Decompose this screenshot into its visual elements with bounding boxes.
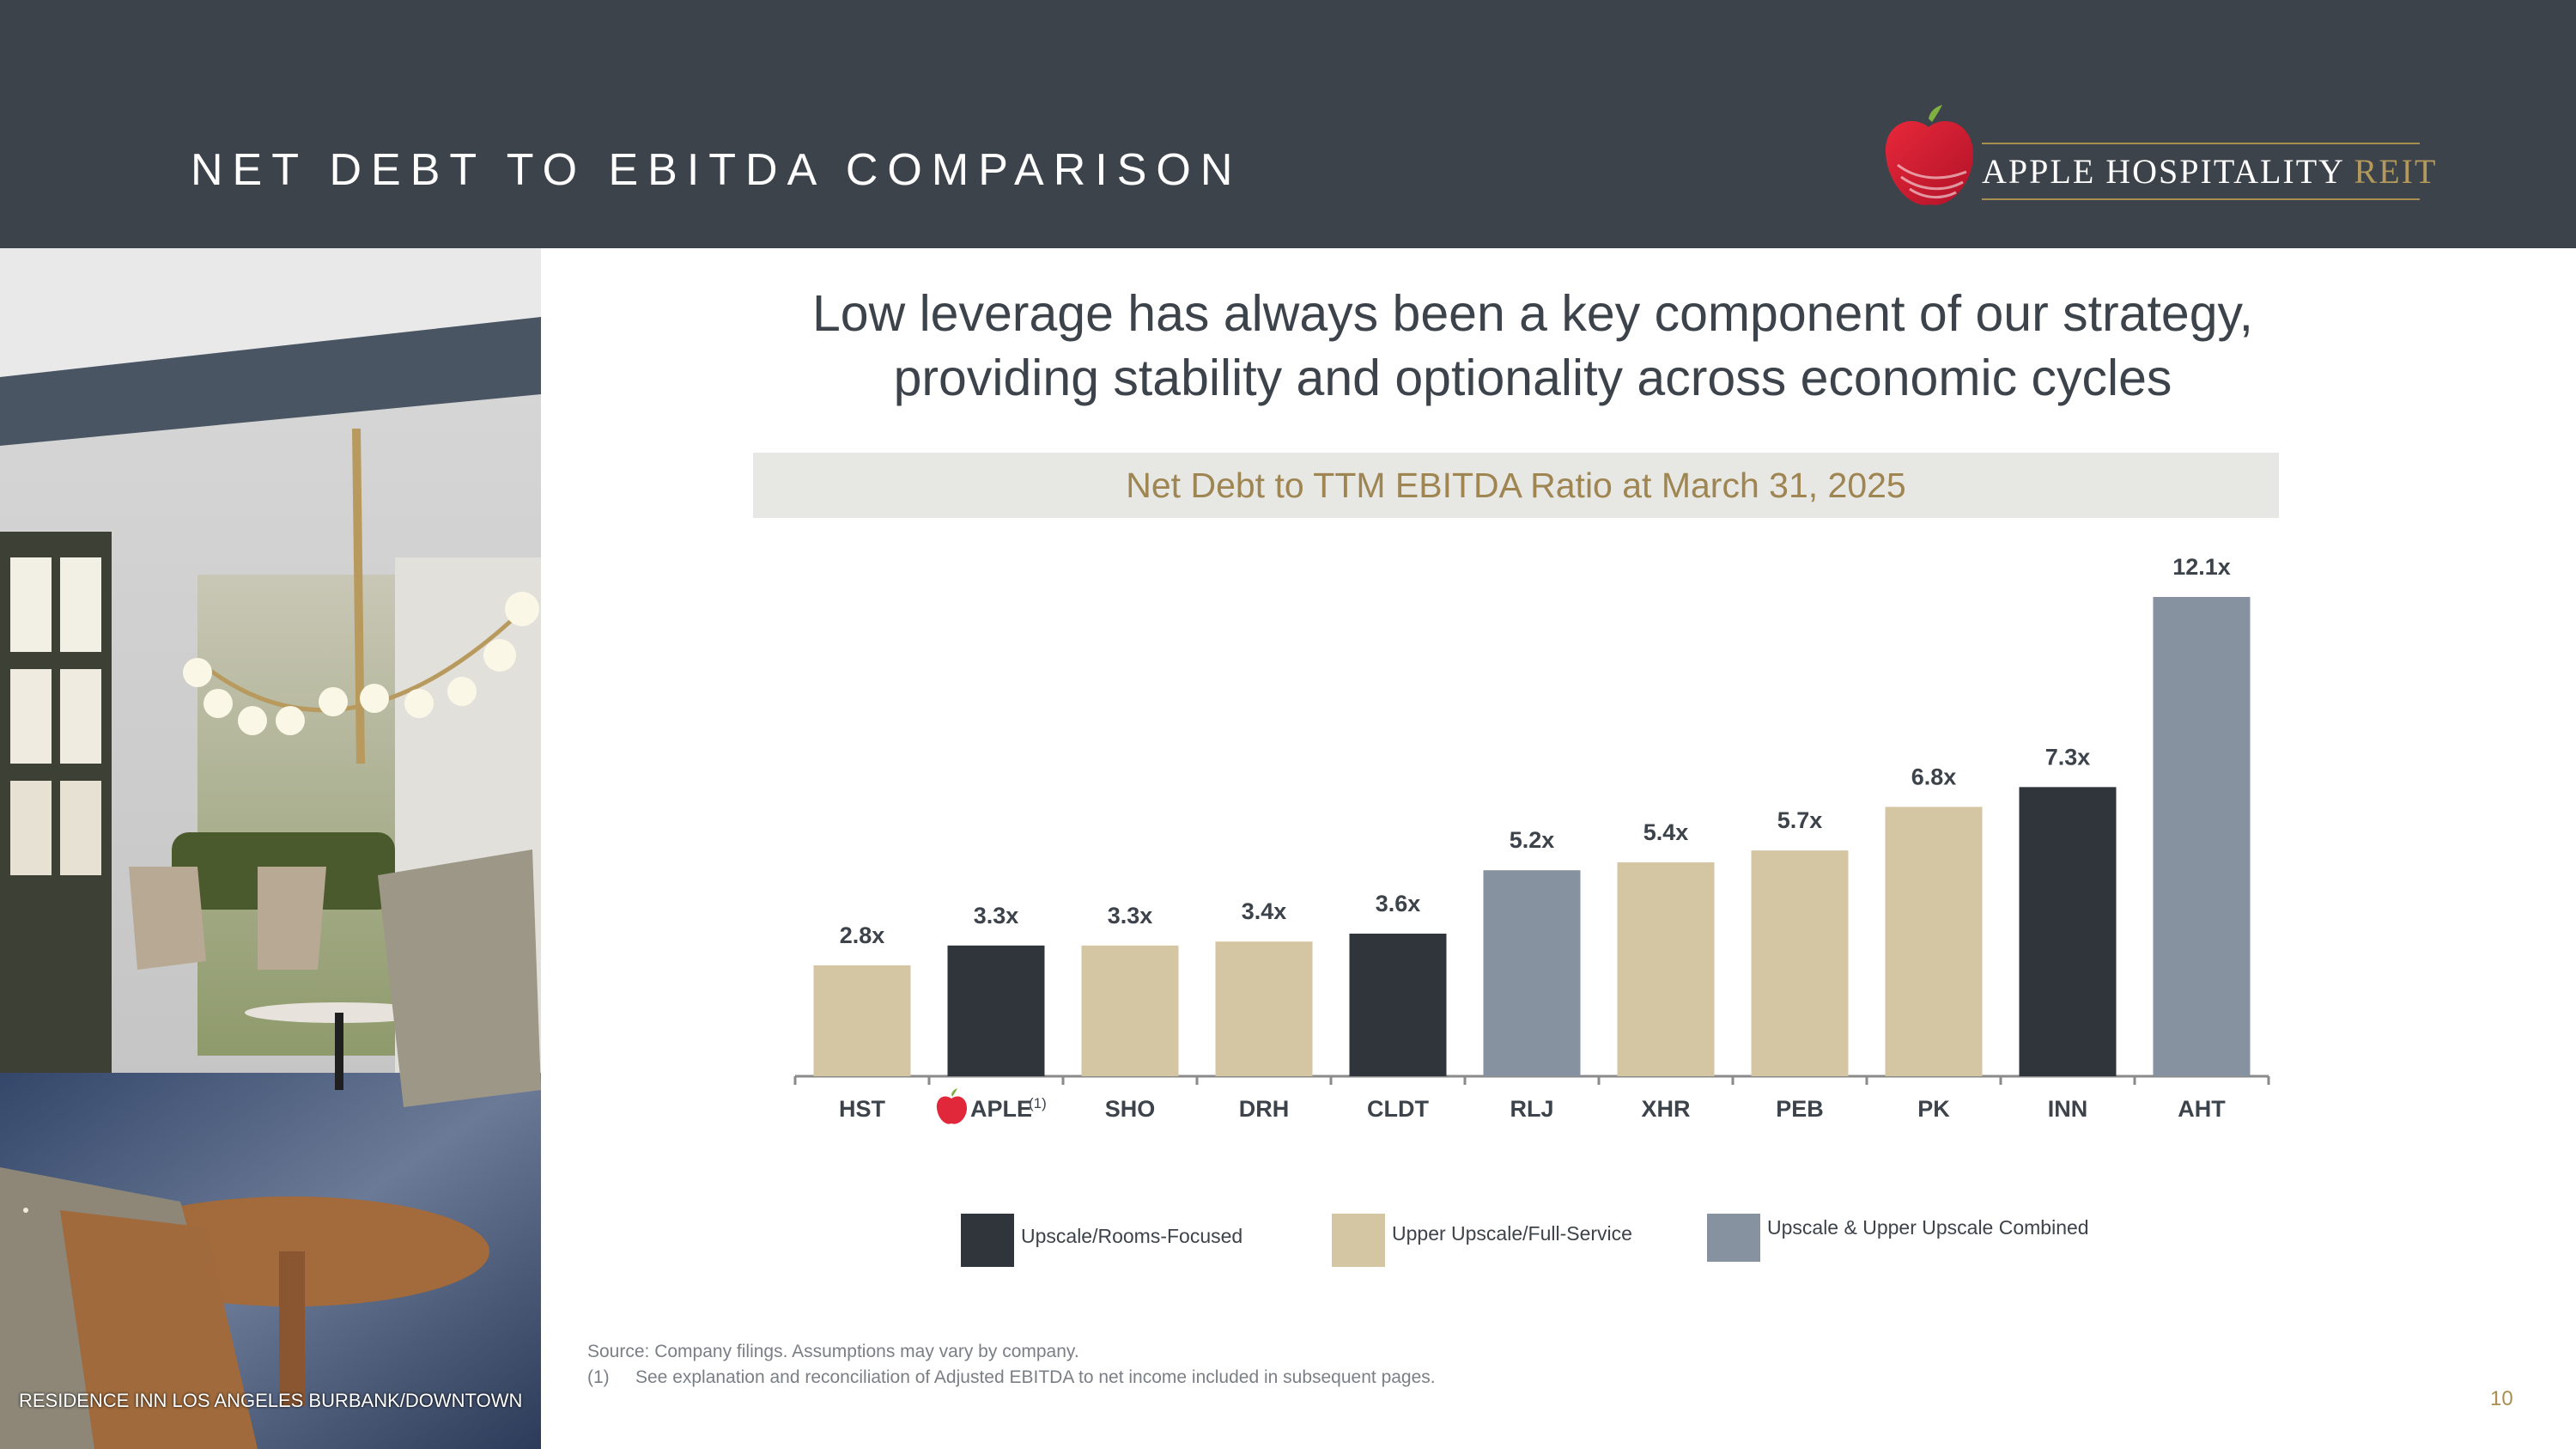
legend-label: Upscale & Upper Upscale Combined bbox=[1767, 1216, 2089, 1239]
data-label: 7.3x bbox=[2045, 744, 2091, 770]
footnote-marker: (1) bbox=[587, 1367, 610, 1387]
page-title: NET DEBT TO EBITDA COMPARISON bbox=[191, 145, 1242, 195]
bar-pk bbox=[1885, 807, 1983, 1076]
data-label: 12.1x bbox=[2172, 554, 2231, 580]
category-label: AHT bbox=[2178, 1096, 2226, 1122]
bar-hst bbox=[813, 965, 911, 1076]
bar-inn bbox=[2019, 787, 2117, 1076]
headline: Low leverage has always been a key compo… bbox=[601, 282, 2464, 411]
headline-line-1: Low leverage has always been a key compo… bbox=[811, 285, 2254, 342]
category-label: CLDT bbox=[1367, 1096, 1429, 1122]
apple-logo-icon bbox=[1885, 105, 1973, 205]
data-label: 3.3x bbox=[974, 903, 1019, 928]
category-label: XHR bbox=[1641, 1096, 1690, 1122]
chart-title: Net Debt to TTM EBITDA Ratio at March 31… bbox=[1126, 466, 1906, 505]
category-label: RLJ bbox=[1510, 1096, 1553, 1122]
chart-title-band: Net Debt to TTM EBITDA Ratio at March 31… bbox=[753, 453, 2279, 518]
bar-xhr bbox=[1617, 861, 1715, 1076]
bar-sho bbox=[1081, 945, 1179, 1076]
data-label: 3.6x bbox=[1376, 891, 1421, 916]
headline-line-2: providing stability and optionality acro… bbox=[893, 350, 2172, 406]
source-note: Source: Company filings. Assumptions may… bbox=[587, 1342, 1079, 1361]
logo-rule-bottom bbox=[1982, 198, 2420, 200]
bar-peb bbox=[1751, 850, 1849, 1076]
page-number: 10 bbox=[2490, 1387, 2513, 1410]
apple-mini-body bbox=[936, 1096, 967, 1124]
category-label: INN bbox=[2048, 1096, 2088, 1122]
photo-caption: RESIDENCE INN LOS ANGELES BURBANK/DOWNTO… bbox=[19, 1390, 523, 1411]
legend-swatch bbox=[961, 1214, 1014, 1267]
footnote-marker-label: (1) bbox=[1029, 1095, 1047, 1111]
header-bar: NET DEBT TO EBITDA COMPARISON bbox=[0, 0, 2576, 248]
apple-mini-leaf bbox=[951, 1088, 957, 1097]
footnote-1: (1) See explanation and reconciliation of… bbox=[587, 1367, 1436, 1388]
category-label: PK bbox=[1917, 1096, 1950, 1122]
data-label: 6.8x bbox=[1911, 764, 1957, 789]
bar-aht bbox=[2153, 597, 2251, 1076]
legend-label: Upper Upscale/Full-Service bbox=[1392, 1222, 1632, 1245]
data-label: 3.3x bbox=[1108, 903, 1153, 928]
apple-mini-icon bbox=[936, 1088, 967, 1124]
logo-wordmark: APPLE HOSPITALITY REIT bbox=[1982, 151, 2437, 192]
category-label: APLE bbox=[970, 1096, 1032, 1122]
category-label: SHO bbox=[1105, 1096, 1156, 1122]
bar-aple bbox=[947, 945, 1045, 1076]
data-label: 5.4x bbox=[1643, 819, 1689, 845]
hotel-lobby-photo bbox=[0, 248, 541, 1449]
bar-drh bbox=[1215, 941, 1313, 1076]
logo-name: APPLE HOSPITALITY bbox=[1982, 152, 2344, 191]
data-label: 5.2x bbox=[1510, 827, 1555, 853]
legend-swatch bbox=[1332, 1214, 1385, 1267]
legend-swatch bbox=[1707, 1214, 1760, 1262]
category-label: PEB bbox=[1776, 1096, 1824, 1122]
logo-accent: REIT bbox=[2354, 152, 2438, 191]
bar-rlj bbox=[1483, 870, 1581, 1076]
legend-label: Upscale/Rooms-Focused bbox=[1021, 1225, 1243, 1247]
category-label: DRH bbox=[1239, 1096, 1290, 1122]
category-label: HST bbox=[839, 1096, 886, 1122]
bar-cldt bbox=[1349, 933, 1447, 1076]
logo-rule-top bbox=[1982, 143, 2420, 144]
footnote-text: See explanation and reconciliation of Ad… bbox=[635, 1367, 1436, 1387]
data-label: 5.7x bbox=[1777, 807, 1823, 833]
data-label: 3.4x bbox=[1242, 898, 1287, 924]
data-label: 2.8x bbox=[840, 922, 885, 948]
